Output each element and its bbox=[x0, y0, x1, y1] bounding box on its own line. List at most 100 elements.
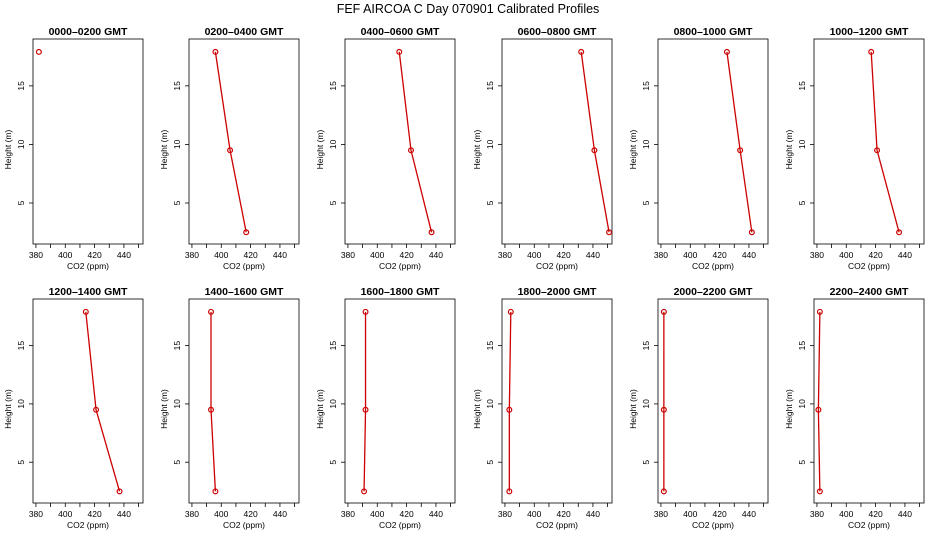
profile-line bbox=[398, 51, 433, 233]
plot-frame bbox=[657, 298, 769, 504]
profile-line bbox=[580, 51, 610, 233]
plot-frame bbox=[344, 298, 456, 504]
y-tick-label: 5 bbox=[172, 460, 182, 465]
panel-8: 1400–1600 GMT 380 400 420 440 CO2 (ppm) 5 10 15 H… bbox=[159, 286, 300, 530]
data-point bbox=[723, 48, 730, 55]
data-point bbox=[82, 308, 89, 315]
y-axis-label: Height (m) bbox=[628, 389, 638, 429]
y-axis-label: Height (m) bbox=[159, 389, 169, 429]
y-tick-label: 10 bbox=[16, 139, 26, 149]
panels-grid: 0000–0200 GMT 380 400 420 440 CO2 (ppm) 5 10 15 H… bbox=[3, 26, 925, 530]
x-axis-label: CO2 (ppm) bbox=[536, 261, 578, 271]
x-tick-label: 440 bbox=[273, 509, 287, 519]
data-point bbox=[362, 308, 369, 315]
x-tick-label: 400 bbox=[370, 509, 384, 519]
y-tick-label: 10 bbox=[172, 399, 182, 409]
x-axis-label: CO2 (ppm) bbox=[67, 520, 109, 530]
data-point bbox=[506, 406, 513, 413]
panel-9: 1600–1800 GMT 380 400 420 440 CO2 (ppm) 5 10 15 H… bbox=[315, 286, 456, 530]
x-tick-label: 380 bbox=[810, 250, 824, 260]
x-tick-label: 440 bbox=[898, 509, 912, 519]
y-axis-label: Height (m) bbox=[159, 130, 169, 170]
data-point bbox=[748, 229, 755, 236]
plot-frame bbox=[813, 298, 925, 504]
x-tick-label: 420 bbox=[557, 509, 571, 519]
panel-10: 1800–2000 GMT 380 400 420 440 CO2 (ppm) 5 10 15 H… bbox=[472, 286, 613, 530]
x-tick-label: 440 bbox=[429, 509, 443, 519]
y-tick-label: 15 bbox=[16, 81, 26, 91]
data-point bbox=[428, 229, 435, 236]
y-tick-label: 5 bbox=[16, 200, 26, 205]
panel-7: 1200–1400 GMT 380 400 420 440 CO2 (ppm) 5 10 15 H… bbox=[3, 286, 144, 530]
x-tick-label: 440 bbox=[117, 509, 131, 519]
data-point bbox=[116, 488, 123, 495]
x-axis-label: CO2 (ppm) bbox=[223, 520, 265, 530]
x-tick-label: 400 bbox=[370, 250, 384, 260]
x-tick-label: 400 bbox=[527, 509, 541, 519]
data-point bbox=[212, 48, 219, 55]
x-tick-label: 400 bbox=[214, 509, 228, 519]
x-tick-label: 380 bbox=[185, 250, 199, 260]
x-tick-label: 400 bbox=[839, 250, 853, 260]
panel-title: 1000–1200 GMT bbox=[830, 26, 909, 38]
data-point bbox=[396, 48, 403, 55]
x-tick-label: 440 bbox=[117, 250, 131, 260]
plot-frame bbox=[657, 38, 769, 245]
x-tick-label: 440 bbox=[898, 250, 912, 260]
y-tick-label: 10 bbox=[16, 399, 26, 409]
panel-4: 0600–0800 GMT 380 400 420 440 CO2 (ppm) 5 10 15 H… bbox=[472, 26, 613, 271]
panel-2: 0200–0400 GMT 380 400 420 440 CO2 (ppm) 5 10 15 H… bbox=[159, 26, 300, 271]
x-tick-label: 400 bbox=[527, 250, 541, 260]
panel-title: 2000–2200 GMT bbox=[674, 286, 753, 298]
y-tick-label: 5 bbox=[172, 200, 182, 205]
data-point bbox=[606, 229, 613, 236]
y-tick-label: 5 bbox=[16, 460, 26, 465]
x-tick-label: 380 bbox=[810, 509, 824, 519]
panel-6: 1000–1200 GMT 380 400 420 440 CO2 (ppm) 5 10 15 H… bbox=[784, 26, 925, 271]
data-point bbox=[227, 147, 234, 154]
plot-frame bbox=[188, 38, 300, 245]
y-tick-label: 15 bbox=[172, 81, 182, 91]
profile-line bbox=[85, 311, 121, 492]
data-point bbox=[93, 406, 100, 413]
x-tick-label: 380 bbox=[341, 250, 355, 260]
x-tick-label: 400 bbox=[683, 250, 697, 260]
y-tick-label: 15 bbox=[172, 341, 182, 351]
profile-line bbox=[870, 51, 900, 233]
y-tick-label: 15 bbox=[797, 341, 807, 351]
data-point bbox=[815, 406, 822, 413]
data-point bbox=[507, 308, 514, 315]
x-tick-label: 420 bbox=[88, 250, 102, 260]
y-tick-label: 10 bbox=[328, 139, 338, 149]
x-tick-label: 380 bbox=[29, 250, 43, 260]
data-point bbox=[874, 147, 881, 154]
x-axis-label: CO2 (ppm) bbox=[379, 261, 421, 271]
plot-frame bbox=[501, 298, 613, 504]
data-point bbox=[737, 147, 744, 154]
x-axis-label: CO2 (ppm) bbox=[536, 520, 578, 530]
y-axis-label: Height (m) bbox=[315, 389, 325, 429]
panel-title: 0000–0200 GMT bbox=[49, 26, 128, 38]
profile-line bbox=[214, 51, 247, 233]
y-tick-label: 15 bbox=[328, 81, 338, 91]
data-point bbox=[208, 308, 215, 315]
x-tick-label: 420 bbox=[869, 509, 883, 519]
x-axis-label: CO2 (ppm) bbox=[692, 261, 734, 271]
x-tick-label: 440 bbox=[742, 250, 756, 260]
x-axis-label: CO2 (ppm) bbox=[848, 261, 890, 271]
panel-3: 0400–0600 GMT 380 400 420 440 CO2 (ppm) 5 10 15 H… bbox=[315, 26, 456, 271]
data-point bbox=[660, 406, 667, 413]
panel-title: 0200–0400 GMT bbox=[205, 26, 284, 38]
x-tick-label: 440 bbox=[273, 250, 287, 260]
y-tick-label: 5 bbox=[797, 200, 807, 205]
y-tick-label: 5 bbox=[485, 460, 495, 465]
y-tick-label: 5 bbox=[485, 200, 495, 205]
data-point bbox=[578, 48, 585, 55]
y-axis-label: Height (m) bbox=[472, 130, 482, 170]
plot-frame bbox=[32, 298, 144, 504]
y-tick-label: 10 bbox=[328, 399, 338, 409]
plot-frame bbox=[813, 38, 925, 245]
figure-title: FEF AIRCOA C Day 070901 Calibrated Profi… bbox=[337, 2, 600, 16]
y-axis-label: Height (m) bbox=[3, 389, 13, 429]
x-tick-label: 380 bbox=[29, 509, 43, 519]
